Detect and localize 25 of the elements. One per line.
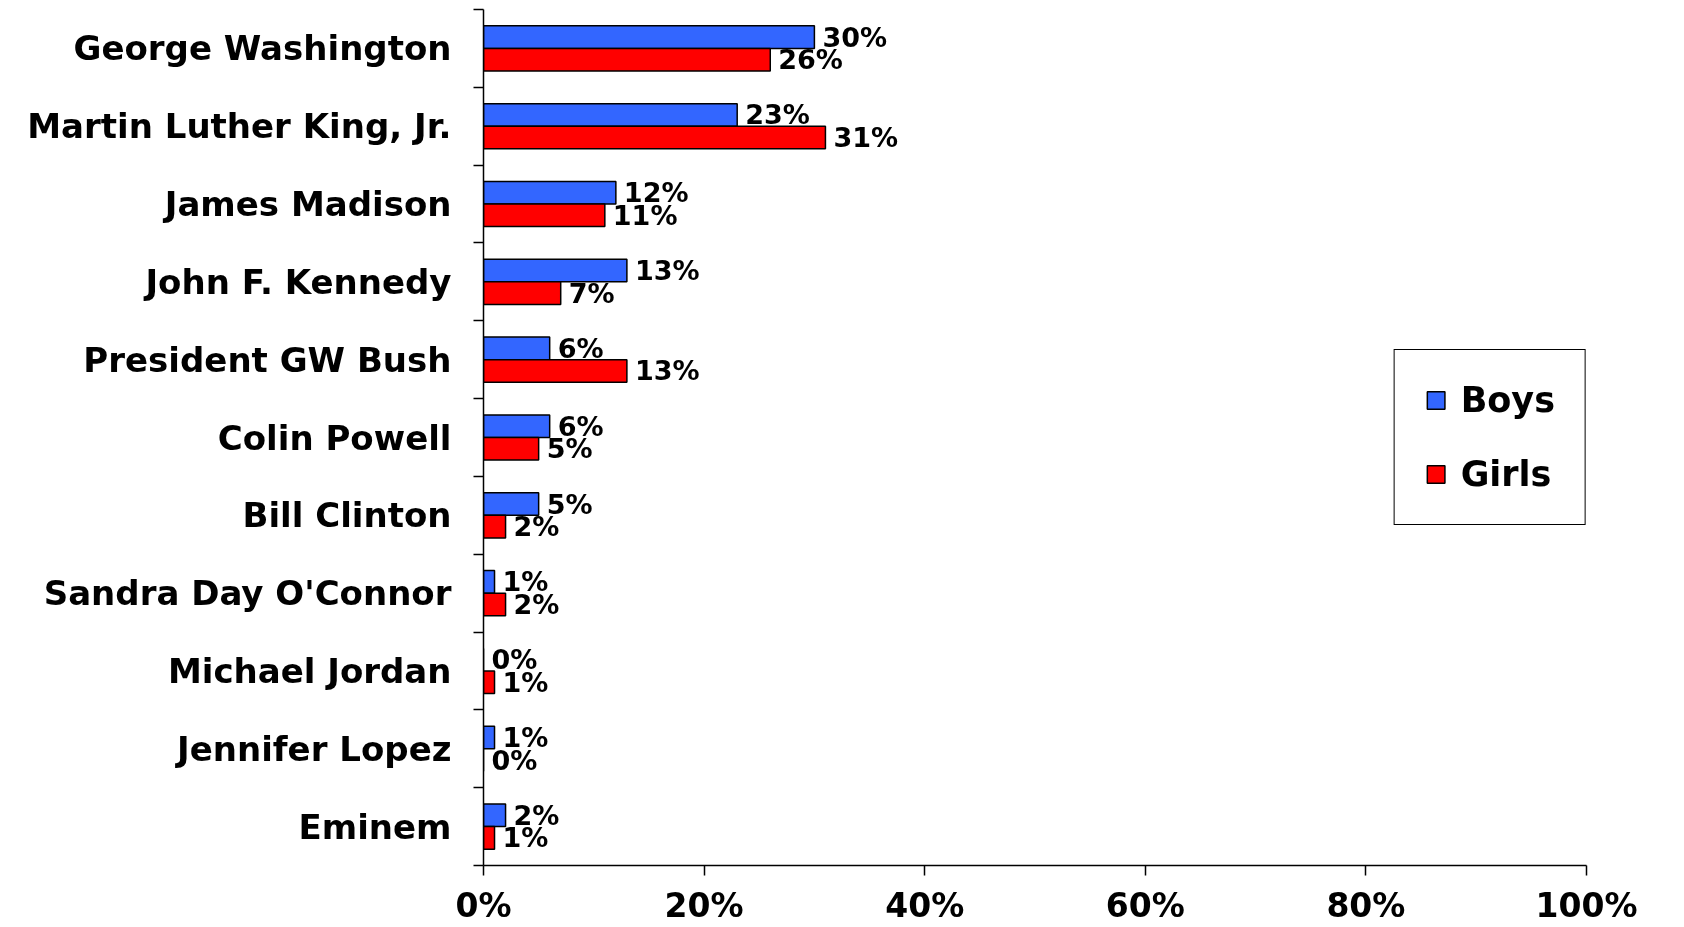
legend-label: Girls — [1460, 454, 1552, 494]
y-tick-label: Sandra Day O'Connor — [43, 573, 452, 614]
x-tick-label: 20% — [664, 885, 744, 925]
y-tick-label: Bill Clinton — [242, 495, 452, 536]
data-label: 23% — [745, 99, 810, 131]
y-tick-label: George Washington — [73, 28, 452, 69]
data-label: 13% — [634, 255, 700, 287]
y-tick-label: Martin Luther King, Jr. — [27, 106, 452, 147]
y-tick-label: President GW Bush — [83, 339, 452, 380]
x-tick-label: 100% — [1535, 885, 1638, 925]
x-tick-label: 0% — [455, 885, 512, 925]
y-tick-label: Jennifer Lopez — [175, 728, 452, 769]
y-tick-label: John F. Kennedy — [143, 261, 452, 302]
data-label: 31% — [833, 122, 899, 154]
legend-label: Boys — [1460, 380, 1555, 420]
y-tick-label: Eminem — [298, 806, 452, 847]
data-label: 13% — [634, 355, 700, 387]
x-tick-label: 80% — [1326, 885, 1406, 925]
data-label: 7% — [568, 277, 615, 309]
data-label: 6% — [557, 332, 604, 364]
x-tick-label: 40% — [885, 885, 965, 925]
x-tick-label: 60% — [1105, 885, 1185, 925]
y-tick-label: Michael Jordan — [167, 650, 452, 691]
y-tick-label: James Madison — [162, 184, 452, 225]
y-tick-label: Colin Powell — [217, 417, 452, 458]
